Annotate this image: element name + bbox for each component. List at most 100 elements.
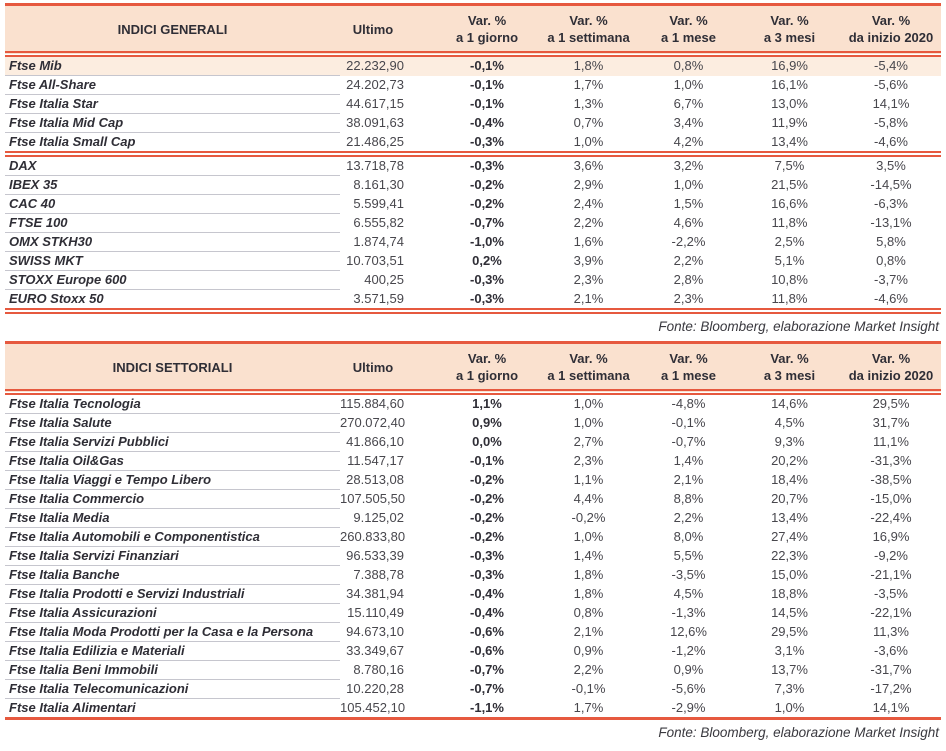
var-1-giorno-cell: -0,3% [470,272,504,287]
index-name-cell: Ftse Italia Small Cap [5,132,340,157]
var-inizio-2020-cell: -15,0% [870,491,912,506]
var-1-mese-cell: 4,2% [639,132,738,157]
var-1-settimana-cell: 1,6% [573,234,604,249]
col-header-line2: da inizio 2020 [848,30,934,45]
var-1-giorno-cell: -0,2% [470,529,504,544]
var-3-mesi-cell: 16,6% [771,196,808,211]
index-name-cell: Ftse Italia Telecomunicazioni [5,679,340,699]
var-1-mese-cell: 1,4% [673,453,704,468]
ultimo-cell: 7.388,78 [353,567,404,582]
var-inizio-2020-cell: -31,3% [870,453,912,468]
var-inizio-2020-cell: -22,4% [870,510,912,525]
index-row: STOXX Europe 600 400,25 -0,3% 2,3% 2,8% … [5,270,941,290]
header-row: INDICI GENERALI Ultimo Var. % a 1 giorno… [5,4,941,57]
var-3-mesi-cell: 9,3% [774,434,805,449]
index-row: OMX STKH30 1.874,74 -1,0% 1,6% -2,2% 2,5… [5,232,941,252]
ultimo-cell: 96.533,39 [346,548,404,563]
var-1-giorno-cell: -0,2% [470,491,504,506]
ultimo-cell: 41.866,10 [346,434,404,449]
var-1-mese-cell: 0,9% [673,662,704,677]
var-1-mese-cell: 2,2% [673,253,704,268]
var-inizio-2020-cell: 3,5% [876,158,906,174]
var-1-settimana-cell: 2,1% [573,624,604,639]
col-header-line1: Var. % [770,13,809,28]
var-inizio-2020-cell: 14,1% [872,699,910,715]
var-inizio-2020-cell: 16,9% [872,529,910,544]
ultimo-cell: 270.072,40 [340,415,406,430]
index-row: Ftse Italia Servizi Pubblici 41.866,10 0… [5,432,941,452]
var-1-mese-cell: -4,8% [671,396,706,412]
var-1-giorno-cell: 0,9% [472,415,502,430]
var-1-mese-cell: -1,3% [671,605,706,620]
var-1-mese-cell: 2,2% [673,510,704,525]
col-header-line1: Var. % [871,351,911,366]
var-3-mesi-cell: 13,4% [771,510,808,525]
var-1-settimana-cell: 1,8% [573,567,604,582]
var-1-mese-cell: 8,8% [673,491,704,506]
col-header-line1: Var. % [467,351,507,366]
var-3-mesi-cell: 3,1% [774,643,805,658]
var-1-settimana-cell: 1,0% [573,396,604,412]
index-name-cell: Ftse Italia Alimentari [5,698,340,719]
var-1-settimana-cell: 3,9% [573,253,604,268]
col-header-line1: Var. % [871,13,911,28]
ultimo-cell: 5.599,41 [353,196,404,211]
col-header-line2: a 3 mesi [763,30,816,45]
var-3-mesi-cell: 10,8% [771,272,808,287]
index-name-cell: Ftse Italia Assicurazioni [5,603,340,623]
index-name-cell: Ftse Italia Media [5,508,340,528]
var-1-mese-cell: 12,6% [670,624,707,639]
col-header-line1: Var. % [467,13,507,28]
ultimo-cell: 33.349,67 [346,643,404,658]
var-1-mese-cell: -2,9% [671,699,706,715]
ultimo-cell: 1.874,74 [353,234,404,249]
var-1-mese-cell: -0,7% [671,434,706,449]
index-row: Ftse Italia Prodotti e Servizi Industria… [5,584,941,604]
index-row: Ftse Italia Servizi Finanziari 96.533,39… [5,546,941,566]
col-header-ultimo: Ultimo [340,342,436,395]
ultimo-cell: 10.220,28 [346,681,404,696]
var-1-mese-cell: 3,4% [673,115,704,130]
col-header-line2: a 1 mese [661,30,716,45]
index-name-cell: IBEX 35 [5,175,340,195]
var-1-settimana-cell: 2,2% [573,662,604,677]
var-3-mesi-cell: 14,5% [771,605,808,620]
var-1-giorno-cell: -0,7% [470,681,504,696]
var-1-settimana-cell: 1,8% [573,586,604,601]
col-header-line1: Var. % [669,351,708,366]
var-1-settimana-cell: 2,7% [573,434,604,449]
index-row: EURO Stoxx 50 3.571,59 -0,3% 2,1% 2,3% 1… [5,289,941,312]
index-row: Ftse Italia Oil&Gas 11.547,17 -0,1% 2,3%… [5,451,941,471]
var-3-mesi-cell: 13,4% [738,132,841,157]
var-inizio-2020-cell: 11,3% [873,624,909,639]
var-1-giorno-cell: -0,2% [470,196,504,211]
var-inizio-2020-cell: -9,2% [874,548,908,563]
var-1-settimana-cell: 2,2% [573,215,604,230]
var-3-mesi-cell: 13,0% [771,96,808,111]
var-3-mesi-cell: 16,1% [771,77,808,92]
var-1-mese-cell: -3,5% [671,567,706,582]
index-row: Ftse Italia Telecomunicazioni 10.220,28 … [5,679,941,699]
col-header-ultimo: Ultimo [340,4,436,57]
var-1-giorno-cell: -1,0% [470,234,504,249]
var-1-settimana-cell: 1,0% [538,132,639,157]
ultimo-cell: 13.718,78 [346,158,404,174]
var-1-settimana-cell: 1,7% [573,77,604,92]
var-1-settimana-cell: 0,9% [573,643,604,658]
source-note: Fonte: Bloomberg, elaborazione Market In… [658,319,939,334]
ultimo-cell: 3.571,59 [353,290,404,306]
index-name-cell: SWISS MKT [5,251,340,271]
indici-settoriali-table: INDICI SETTORIALI Ultimo Var. % a 1 gior… [5,341,941,720]
var-1-mese-cell: 1,0% [673,177,704,192]
ultimo-cell: 9.125,02 [353,510,404,525]
col-header-line1: Var. % [569,13,608,28]
var-1-settimana-cell: 1,4% [573,548,604,563]
index-name-cell: Ftse Italia Oil&Gas [5,451,340,471]
var-inizio-2020-cell: -21,1% [870,567,912,582]
var-inizio-2020-cell: -14,5% [870,177,912,192]
index-name-cell: Ftse Italia Mid Cap [5,113,340,133]
index-row: IBEX 35 8.161,30 -0,2% 2,9% 1,0% 21,5% -… [5,175,941,195]
col-header-var-3-mesi: Var. % a 3 mesi [738,342,841,395]
var-3-mesi-cell: 7,5% [774,158,805,174]
col-header-line2: a 1 giorno [455,368,519,383]
